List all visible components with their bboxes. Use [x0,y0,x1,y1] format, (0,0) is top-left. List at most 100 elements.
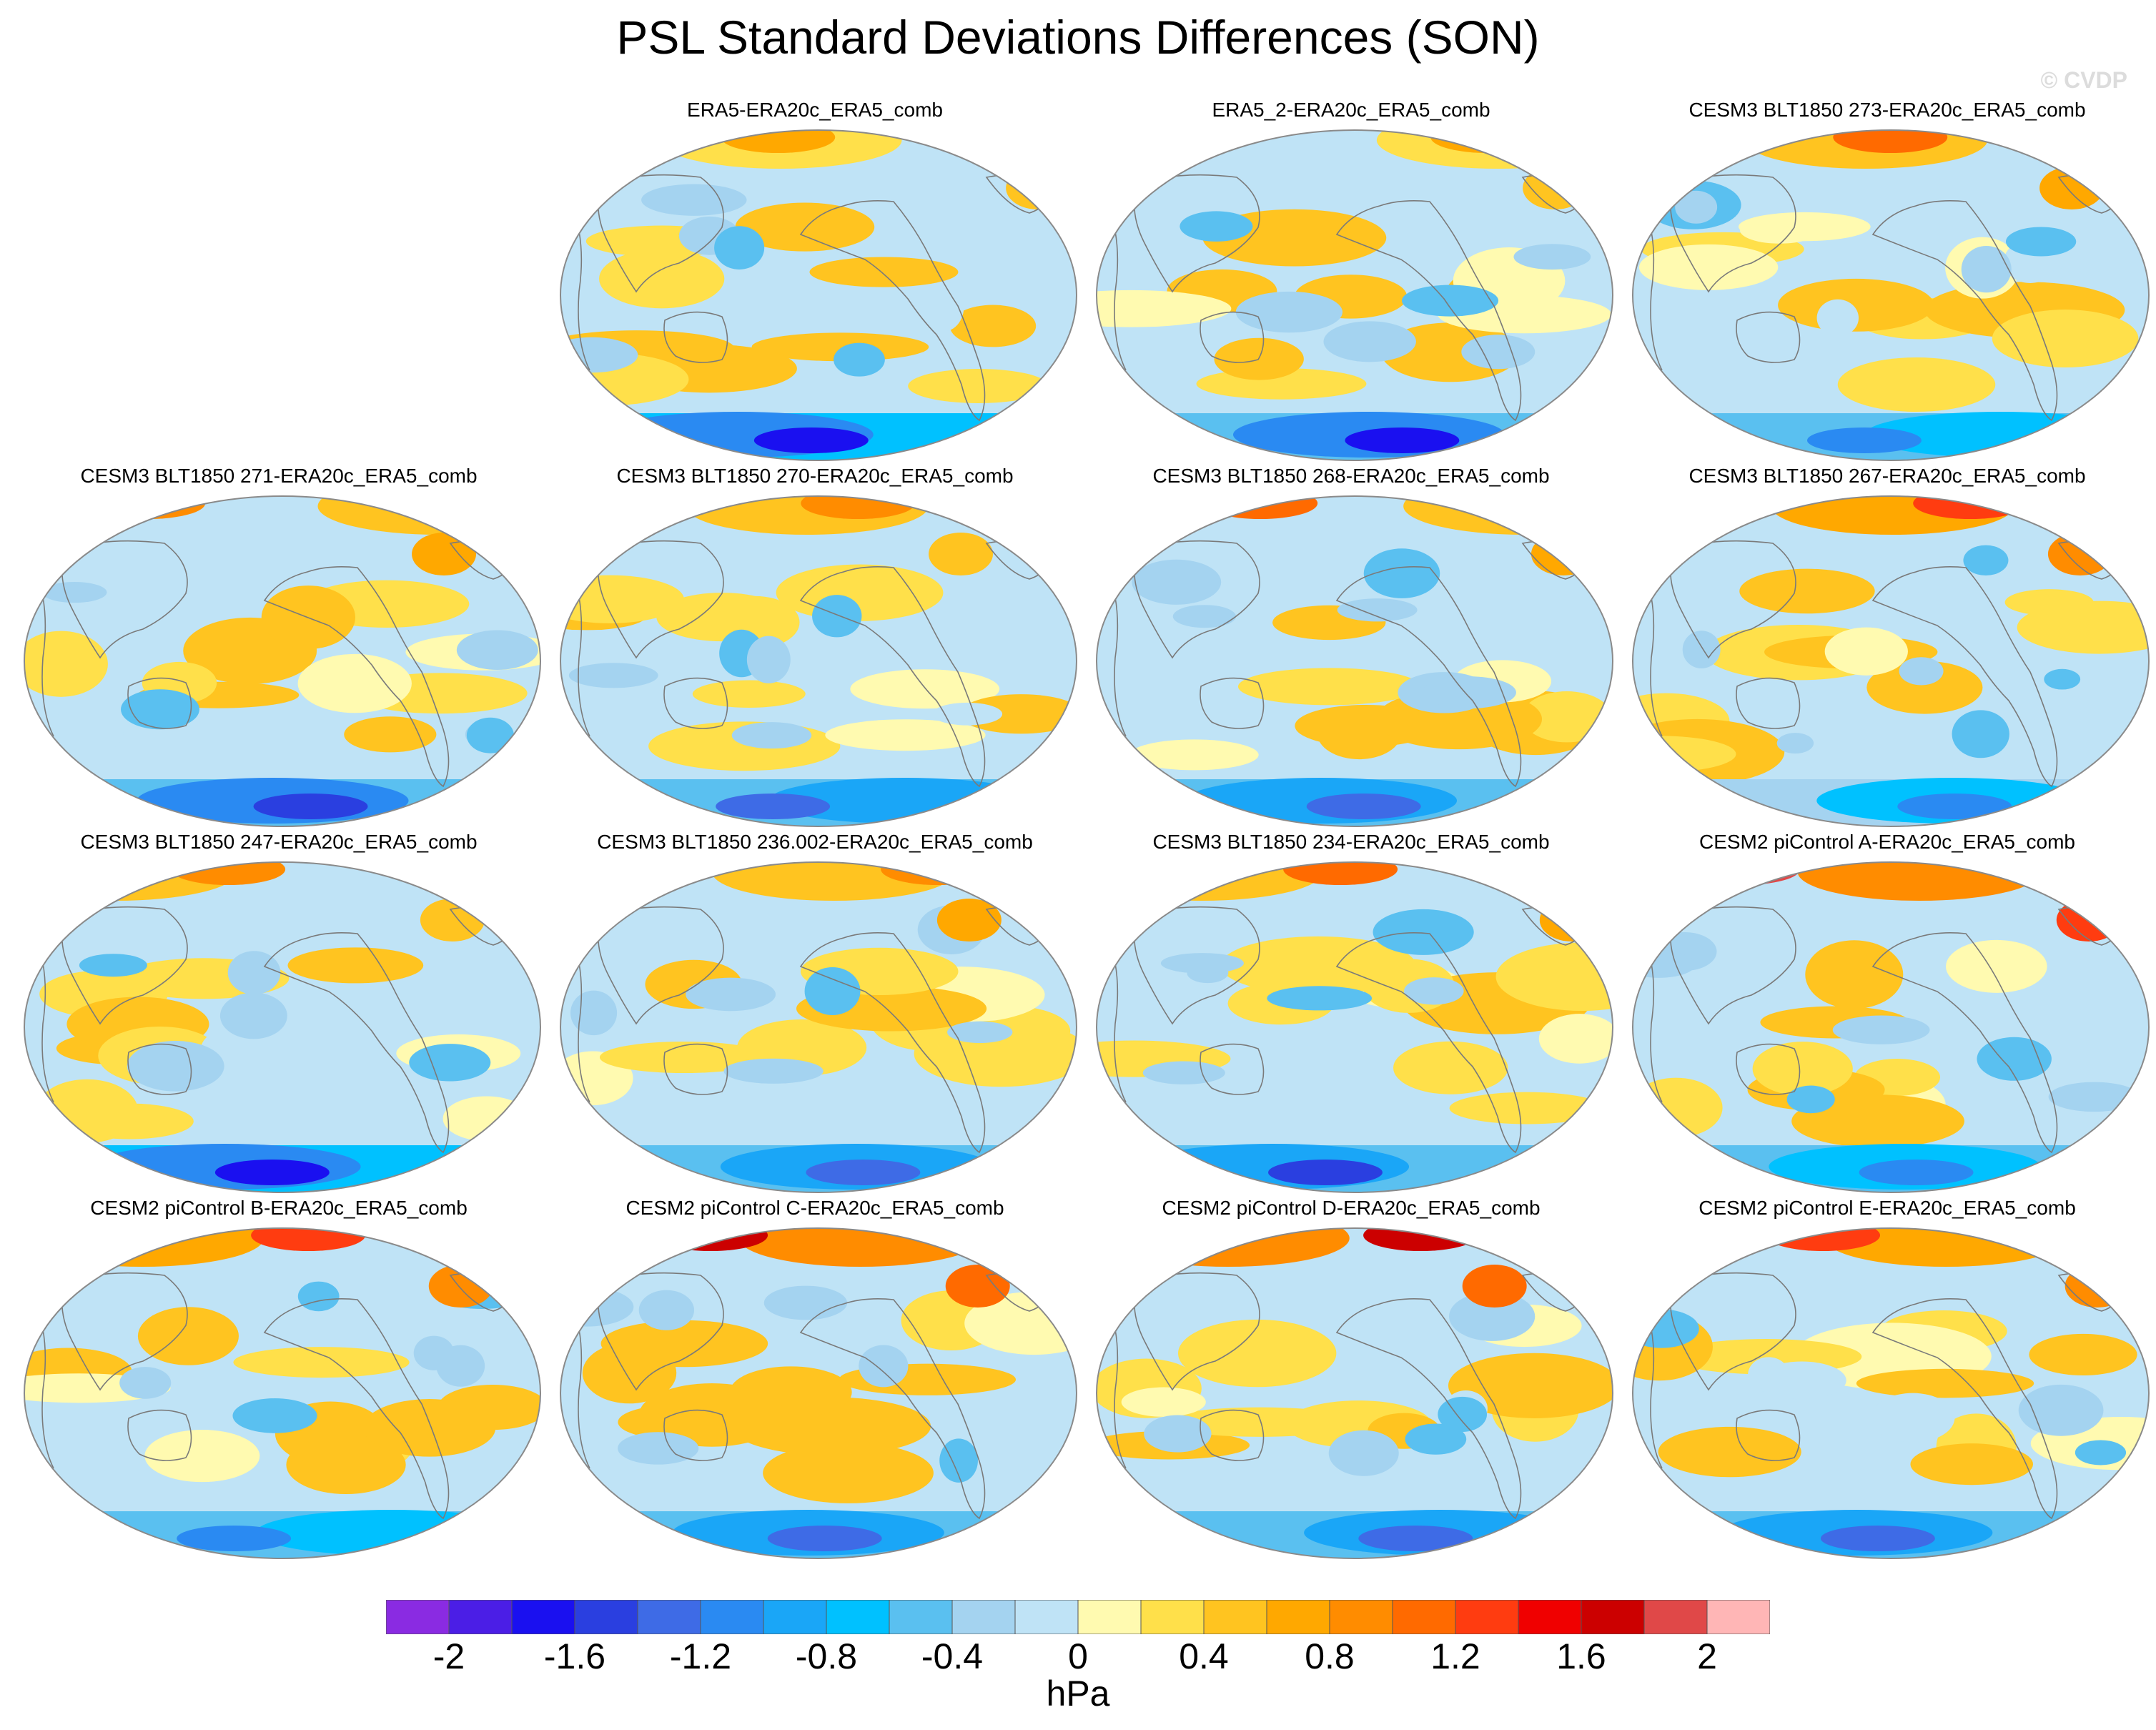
anomaly-contour [1180,211,1253,242]
coastline [1669,906,1796,1025]
anomaly-contour [2048,1082,2140,1112]
anomaly-contour [362,1399,496,1457]
coastline [663,1409,728,1461]
anomaly-contour [1267,1160,1383,1185]
coastline [1133,174,1260,293]
anomaly-contour [144,1430,260,1483]
anomaly-contour [1283,862,1398,885]
panel-title: CESM2 piControl B-ERA20c_ERA5_comb [90,1197,468,1219]
anomaly-contour [638,1290,695,1330]
anomaly-contour [2039,167,2105,209]
colorbar-tick-label: 2 [1697,1636,1717,1676]
coastline [1736,1409,1801,1461]
anomaly-contour [1421,676,1516,709]
coastline [1200,1043,1265,1095]
anomaly-contour [850,669,1000,709]
panel-title: CESM2 piControl D-ERA20c_ERA5_comb [1162,1197,1541,1219]
map-panel: ERA5-ERA20c_ERA5_comb [550,99,1079,465]
anomaly-contour [1739,217,1820,244]
coastline [127,677,192,729]
anomaly-contour [409,1044,491,1082]
anomaly-contour [1675,190,1718,224]
anomaly-contour [2005,227,2077,257]
anomaly-contour [1820,1526,1935,1551]
anomaly-contour [2047,533,2112,575]
anomaly-contour [1337,598,1418,622]
coastline [799,200,986,422]
anomaly-contour [413,1335,455,1370]
coastline [1133,540,1260,659]
map-border [1632,129,2150,461]
coastline [1736,677,1801,729]
anomaly-contour [859,1345,909,1388]
coastline [1669,540,1796,659]
global-map [24,1227,541,1559]
anomaly-contour [177,1526,292,1551]
map-panel: CESM2 piControl B-ERA20c_ERA5_comb [14,1197,543,1563]
panel-title: CESM2 piControl A-ERA20c_ERA5_comb [1698,831,2075,853]
anomaly-contour [1172,605,1236,628]
coastline [1335,566,1522,788]
colorbar-swatch [951,1600,1016,1634]
anomaly-contour [1771,496,2014,535]
anomaly-contour [233,1347,410,1378]
anomaly-contour [1856,1368,2034,1398]
anomaly-contour [1757,1361,1846,1400]
anomaly-contour [618,1432,699,1465]
colorbar-swatch [1643,1600,1708,1634]
anomaly-contour [806,1160,921,1185]
anomaly-contour [735,202,875,252]
anomaly-contour [1952,710,2009,758]
coastline [1335,200,1522,422]
anomaly-contour [1462,1265,1527,1308]
anomaly-contour [809,257,959,287]
colorbar-swatch [889,1600,953,1634]
anomaly-contour [1739,568,1875,614]
colorbar-swatch [448,1600,513,1634]
panel-title: CESM3 BLT1850 247-ERA20c_ERA5_comb [80,831,478,853]
anomaly-contour [721,130,836,153]
anomaly-contour [1776,733,1814,754]
anomaly-contour [79,954,147,977]
global-map [560,495,1077,827]
map-panel: CESM3 BLT1850 268-ERA20c_ERA5_comb [1087,465,1616,831]
anomaly-contour [1539,899,1604,941]
global-map [560,1227,1077,1559]
anomaly-contour [1963,545,2009,575]
anomaly-contour [945,1265,1010,1308]
anomaly-contour [570,990,618,1036]
map-border [560,861,1077,1193]
anomaly-contour [932,702,1003,726]
global-map [560,861,1077,1193]
anomaly-contour [41,582,107,603]
colorbar-swatch [1455,1600,1519,1634]
map-border [1096,495,1613,827]
colorbar-swatch [511,1600,575,1634]
colorbar-tick-label: -0.4 [921,1636,984,1676]
coastline [597,174,724,293]
anomaly-contour [1531,533,1596,575]
global-map [1632,1227,2150,1559]
colorbar-swatch [574,1600,638,1634]
global-map [1096,861,1613,1193]
map-border [24,1227,541,1559]
anomaly-contour [600,1320,768,1368]
anomaly-contour [1513,244,1591,270]
anomaly-contour [804,967,861,1015]
coastline [263,1298,450,1520]
anomaly-contour [1267,986,1373,1011]
anomaly-contour [1461,335,1536,370]
colorbar-swatch [700,1600,764,1634]
anomaly-contour [428,1265,493,1308]
anomaly-contour [1682,631,1721,669]
anomaly-contour [825,719,986,751]
colorbar-tick-label: -1.2 [669,1636,732,1676]
anomaly-contour [1816,299,1859,337]
colorbar-swatch [1266,1600,1330,1634]
anomaly-contour [801,496,916,519]
panel-title: CESM3 BLT1850 268-ERA20c_ERA5_comb [1152,465,1550,487]
anomaly-contour [36,1079,139,1143]
anomaly-contour [712,862,956,901]
anomaly-contour [1358,1526,1473,1551]
field-background [560,496,1077,826]
